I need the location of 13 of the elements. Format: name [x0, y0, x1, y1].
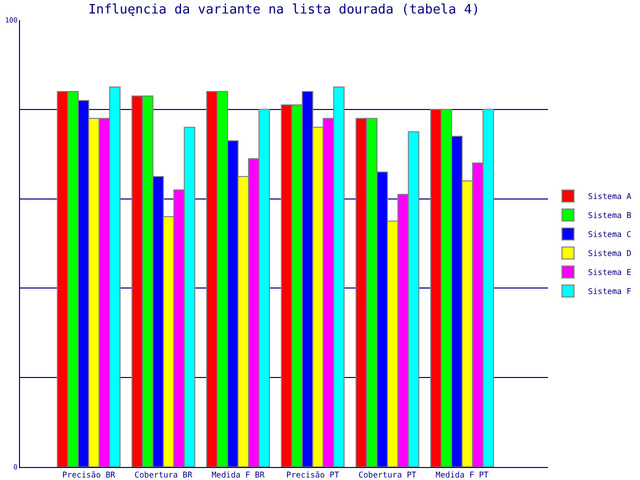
x-tick-label: Cobertura BR: [134, 470, 192, 480]
x-tick-label: Medida F PT: [436, 470, 489, 480]
legend-label: Sistema B: [588, 211, 632, 220]
chart-title: Influęncia da variante na lista dourada (tabela 4): [88, 2, 480, 18]
x-tick-label: Precisão PT: [286, 470, 340, 480]
x-tick-label: Precisão BR: [62, 470, 116, 480]
legend-label: Sistema E: [588, 268, 632, 278]
x-tick-label: Cobertura PT: [358, 470, 417, 480]
legend-label: Sistema F: [588, 287, 632, 296]
legend-label: Sistema A: [588, 192, 632, 202]
legend-label: Sistema C: [588, 230, 632, 240]
x-tick-label: Medida F BR: [212, 470, 265, 480]
legend-label: Sistema D: [588, 249, 632, 258]
